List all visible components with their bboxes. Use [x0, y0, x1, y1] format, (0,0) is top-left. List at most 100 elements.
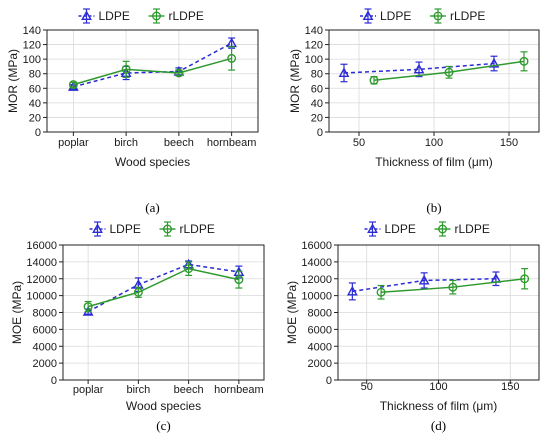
- x-axis-title: Thickness of film (μm): [380, 399, 498, 413]
- y-tick-label: 8000: [308, 308, 332, 320]
- y-tick-label: 2000: [308, 358, 332, 370]
- data-point: [133, 287, 143, 297]
- y-tick-label: 12000: [301, 274, 332, 286]
- legend-marker: [362, 10, 374, 21]
- panel-label: (d): [431, 418, 446, 433]
- data-point: [68, 80, 78, 90]
- series-ldpe: [346, 271, 502, 301]
- x-tick-label: 150: [500, 137, 518, 149]
- legend-entry-ldpe: LDPE: [78, 8, 130, 24]
- data-point: [488, 57, 500, 68]
- panel-label: (c): [156, 418, 170, 433]
- y-axis-title: MOR (MPa): [6, 49, 20, 113]
- data-point: [520, 274, 530, 284]
- y-tick-label: 10000: [26, 291, 57, 303]
- y-tick-label: 0: [51, 375, 57, 387]
- y-tick-label: 0: [35, 127, 41, 139]
- x-tick-label: 150: [501, 381, 519, 393]
- legend-marker: [162, 224, 172, 234]
- data-point: [346, 285, 358, 296]
- legend-label: rLDPE: [180, 222, 215, 236]
- x-tick-label: beech: [174, 384, 204, 396]
- legend-entry-ldpe: LDPE: [364, 221, 416, 237]
- x-tick-label: 100: [429, 381, 447, 393]
- series-rldpe: [369, 51, 529, 85]
- data-point: [338, 67, 350, 78]
- data-point: [121, 64, 131, 74]
- data-point: [184, 264, 194, 274]
- data-point: [448, 282, 458, 292]
- y-tick-label: 20: [311, 112, 323, 124]
- y-tick-label: 60: [311, 83, 323, 95]
- legend-marker: [81, 10, 92, 21]
- y-tick-label: 60: [29, 83, 41, 95]
- x-axis-title: Wood species: [115, 155, 190, 169]
- data-point: [369, 75, 379, 85]
- legend-entry-rldpe: rLDPE: [159, 221, 215, 237]
- x-axis-title: Wood species: [126, 399, 201, 413]
- legend-marker: [151, 11, 161, 21]
- data-point: [83, 302, 93, 312]
- y-tick-label: 4000: [308, 341, 332, 353]
- legend-marker: [367, 223, 378, 234]
- legend-entry-ldpe: LDPE: [360, 8, 411, 24]
- y-tick-label: 12000: [26, 274, 57, 286]
- legend-label: rLDPE: [169, 9, 204, 23]
- y-axis-title: MOR (MPa): [288, 49, 302, 113]
- y-tick-label: 20: [29, 112, 41, 124]
- y-tick-label: 80: [29, 69, 41, 81]
- x-tick-label: hornbeam: [207, 137, 257, 149]
- legend-label: LDPE: [380, 9, 411, 23]
- legend-label: rLDPE: [450, 9, 485, 23]
- y-tick-label: 6000: [33, 324, 57, 336]
- x-tick-label: beech: [164, 137, 194, 149]
- y-tick-label: 80: [311, 69, 323, 81]
- y-tick-label: 14000: [26, 257, 57, 269]
- y-tick-label: 120: [305, 40, 323, 52]
- series-rldpe: [83, 261, 244, 313]
- chart-panel-a: 0 20 40 60 80 100 120 140 poplar birch beech hornbe…: [6, 8, 259, 215]
- y-tick-label: 16000: [26, 240, 57, 252]
- legend-marker: [438, 224, 448, 234]
- y-tick-label: 2000: [33, 358, 57, 370]
- legend: LDPE rLDPE: [89, 221, 215, 237]
- chart-panel-d: 0 2000 4000 6000 8000 10000 12000 14000 16000 50 1…: [285, 221, 540, 433]
- y-tick-label: 0: [326, 375, 332, 387]
- y-tick-label: 100: [305, 54, 323, 66]
- x-tick-label: birch: [114, 137, 138, 149]
- y-axis-title: MOE (MPa): [10, 281, 24, 344]
- series-ldpe: [338, 55, 500, 83]
- legend-marker: [92, 223, 103, 234]
- series-line: [87, 263, 239, 313]
- x-tick-label: birch: [126, 384, 150, 396]
- x-tick-label: 50: [353, 137, 365, 149]
- series-rldpe: [68, 46, 237, 90]
- legend-label: LDPE: [110, 222, 141, 236]
- x-axis-title: Thickness of film (μm): [375, 155, 493, 169]
- y-tick-label: 4000: [33, 341, 57, 353]
- data-point: [376, 287, 386, 297]
- y-tick-label: 10000: [301, 291, 332, 303]
- series-rldpe: [376, 268, 530, 300]
- data-point: [519, 56, 529, 66]
- y-tick-label: 140: [23, 25, 41, 37]
- x-tick-label: 50: [361, 381, 373, 393]
- y-tick-label: 14000: [301, 257, 332, 269]
- x-tick-label: poplar: [58, 137, 89, 149]
- data-point: [227, 53, 237, 63]
- series-line: [73, 42, 232, 88]
- y-tick-label: 120: [23, 40, 41, 52]
- y-tick-label: 8000: [33, 308, 57, 320]
- data-point: [444, 67, 454, 77]
- legend: LDPE rLDPE: [364, 221, 490, 237]
- panel-label: (a): [145, 200, 159, 215]
- legend-label: rLDPE: [455, 222, 490, 236]
- y-tick-label: 100: [23, 54, 41, 66]
- y-axis-title: MOE (MPa): [285, 281, 299, 344]
- y-tick-label: 0: [317, 127, 323, 139]
- legend-entry-rldpe: rLDPE: [148, 8, 204, 24]
- data-point: [174, 68, 184, 78]
- data-point: [418, 274, 430, 285]
- y-tick-label: 40: [311, 98, 323, 110]
